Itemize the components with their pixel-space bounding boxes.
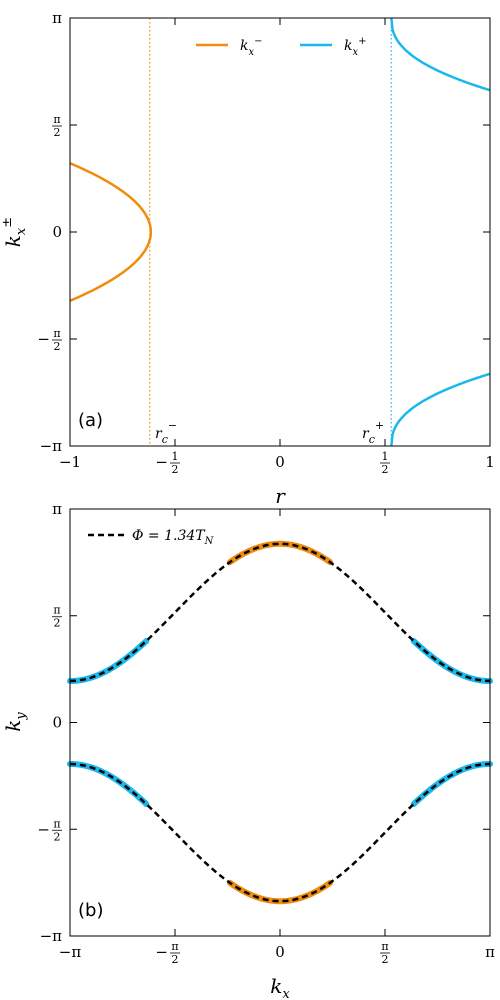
highlight-cyan-right-upper bbox=[410, 637, 493, 685]
tick-label: −π bbox=[59, 943, 82, 961]
panel-a-xlabel: r bbox=[275, 484, 286, 508]
tick-label: π bbox=[53, 604, 60, 617]
series-kx-plus-upper bbox=[390, 17, 491, 92]
tick-label: − bbox=[155, 943, 168, 961]
tick-label: π bbox=[53, 817, 60, 830]
dashed-fermi-upper bbox=[69, 542, 491, 683]
highlight-cyan-left-lower bbox=[67, 760, 150, 808]
tick-label: π bbox=[171, 940, 178, 953]
tick-label: −π bbox=[40, 927, 63, 945]
panel-b-frame bbox=[69, 508, 491, 937]
rc-plus-label: rc+ bbox=[362, 419, 384, 446]
tick-label: 2 bbox=[54, 830, 61, 843]
panel-b-tag: (b) bbox=[78, 900, 103, 921]
tick-label: π bbox=[381, 940, 388, 953]
panel-b-legend: Φ = 1.34TN bbox=[88, 528, 215, 547]
tick-label: 1 bbox=[485, 453, 495, 471]
tick-label: −1 bbox=[59, 453, 81, 471]
tick-label: 0 bbox=[52, 714, 62, 732]
legend-label-kx-minus: kx− bbox=[240, 36, 263, 58]
tick-label: − bbox=[37, 820, 50, 838]
tick-label: 0 bbox=[52, 223, 62, 241]
tick-label: 2 bbox=[382, 953, 389, 966]
panel-a-legend: kx− kx+ bbox=[196, 36, 367, 58]
tick-label: π bbox=[53, 327, 60, 340]
tick-label: 2 bbox=[382, 463, 389, 476]
tick-label: 2 bbox=[172, 463, 179, 476]
series-kx-plus-lower bbox=[390, 372, 491, 447]
tick-label: π bbox=[52, 500, 62, 518]
legend-label-phi: Φ = 1.34TN bbox=[132, 528, 215, 547]
tick-label: 0 bbox=[275, 453, 285, 471]
tick-label: − bbox=[37, 330, 50, 348]
panel-b-ylabel: ky bbox=[1, 712, 29, 732]
highlight-cyan-left-upper bbox=[67, 637, 150, 685]
tick-label: 2 bbox=[171, 953, 178, 966]
tick-label: π bbox=[53, 113, 60, 126]
tick-label: 0 bbox=[275, 943, 285, 961]
panel-a-ylabel: kx± bbox=[0, 217, 29, 247]
tick-label: 2 bbox=[54, 617, 61, 630]
tick-label: 1 bbox=[382, 450, 389, 463]
panel-a-frame bbox=[69, 17, 491, 447]
series-kx-minus bbox=[69, 162, 153, 302]
rc-minus-label: rc− bbox=[155, 419, 177, 446]
panel-b-xlabel: kx bbox=[270, 974, 290, 1000]
tick-label: π bbox=[52, 9, 62, 27]
tick-label: π bbox=[485, 943, 495, 961]
dashed-fermi-lower bbox=[69, 762, 491, 903]
legend-label-kx-plus: kx+ bbox=[344, 36, 367, 58]
panel-a-tag: (a) bbox=[78, 410, 103, 431]
highlight-cyan-right-lower bbox=[410, 760, 493, 808]
tick-label: 2 bbox=[54, 340, 61, 353]
tick-label: 2 bbox=[54, 126, 61, 139]
tick-label: 1 bbox=[172, 450, 179, 463]
tick-label: −π bbox=[40, 437, 63, 455]
tick-label: − bbox=[155, 453, 168, 471]
